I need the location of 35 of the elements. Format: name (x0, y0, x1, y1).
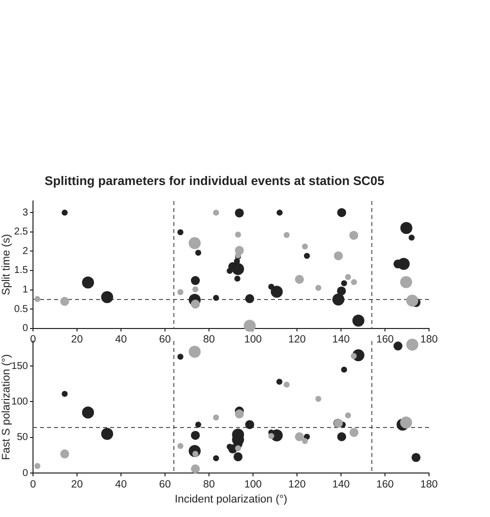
y-tick-label: 50 (16, 432, 28, 444)
x-tick-label: 20 (71, 478, 83, 490)
y-axis-title: Split time (s) (0, 234, 13, 296)
x-tick-label: 100 (244, 478, 262, 490)
x-tick-label: 20 (71, 334, 83, 346)
x-tick-label: 100 (244, 334, 262, 346)
y-tick-label: 100 (11, 396, 28, 408)
x-axis-title: Incident polarization (°) (174, 493, 288, 506)
x-tick-label: 0 (30, 478, 36, 490)
y-tick-label: 150 (11, 360, 28, 372)
y-axis-title: Fast S polarization (°) (0, 354, 13, 460)
y-tick-label: 0 (22, 468, 28, 479)
x-tick-label: 140 (332, 478, 350, 490)
x-tick-label: 80 (203, 334, 215, 346)
y-tick-label: 2.5 (14, 226, 28, 238)
y-tick-label: 1.5 (14, 265, 28, 276)
x-tick-label: 0 (30, 334, 36, 346)
x-tick-label: 40 (115, 334, 127, 346)
x-tick-label: 60 (159, 334, 171, 346)
x-tick-label: 80 (203, 478, 215, 490)
x-tick-label: 160 (376, 334, 394, 346)
y-tick-label: 3 (22, 207, 28, 218)
x-tick-label: 40 (115, 478, 127, 490)
x-tick-label: 160 (376, 478, 394, 490)
x-tick-label: 120 (288, 478, 306, 490)
y-tick-label: 2 (22, 246, 28, 257)
y-tick-label: 1 (22, 284, 28, 296)
y-tick-label: 0 (22, 323, 28, 334)
chart-title: Splitting parameters for individual events at station SC05 (44, 174, 384, 188)
x-tick-label: 180 (420, 478, 438, 490)
y-tick-label: 0.5 (14, 304, 28, 315)
x-tick-label: 140 (332, 334, 350, 346)
x-tick-label: 120 (288, 334, 306, 346)
x-tick-label: 60 (159, 478, 171, 490)
x-tick-label: 180 (420, 334, 438, 346)
